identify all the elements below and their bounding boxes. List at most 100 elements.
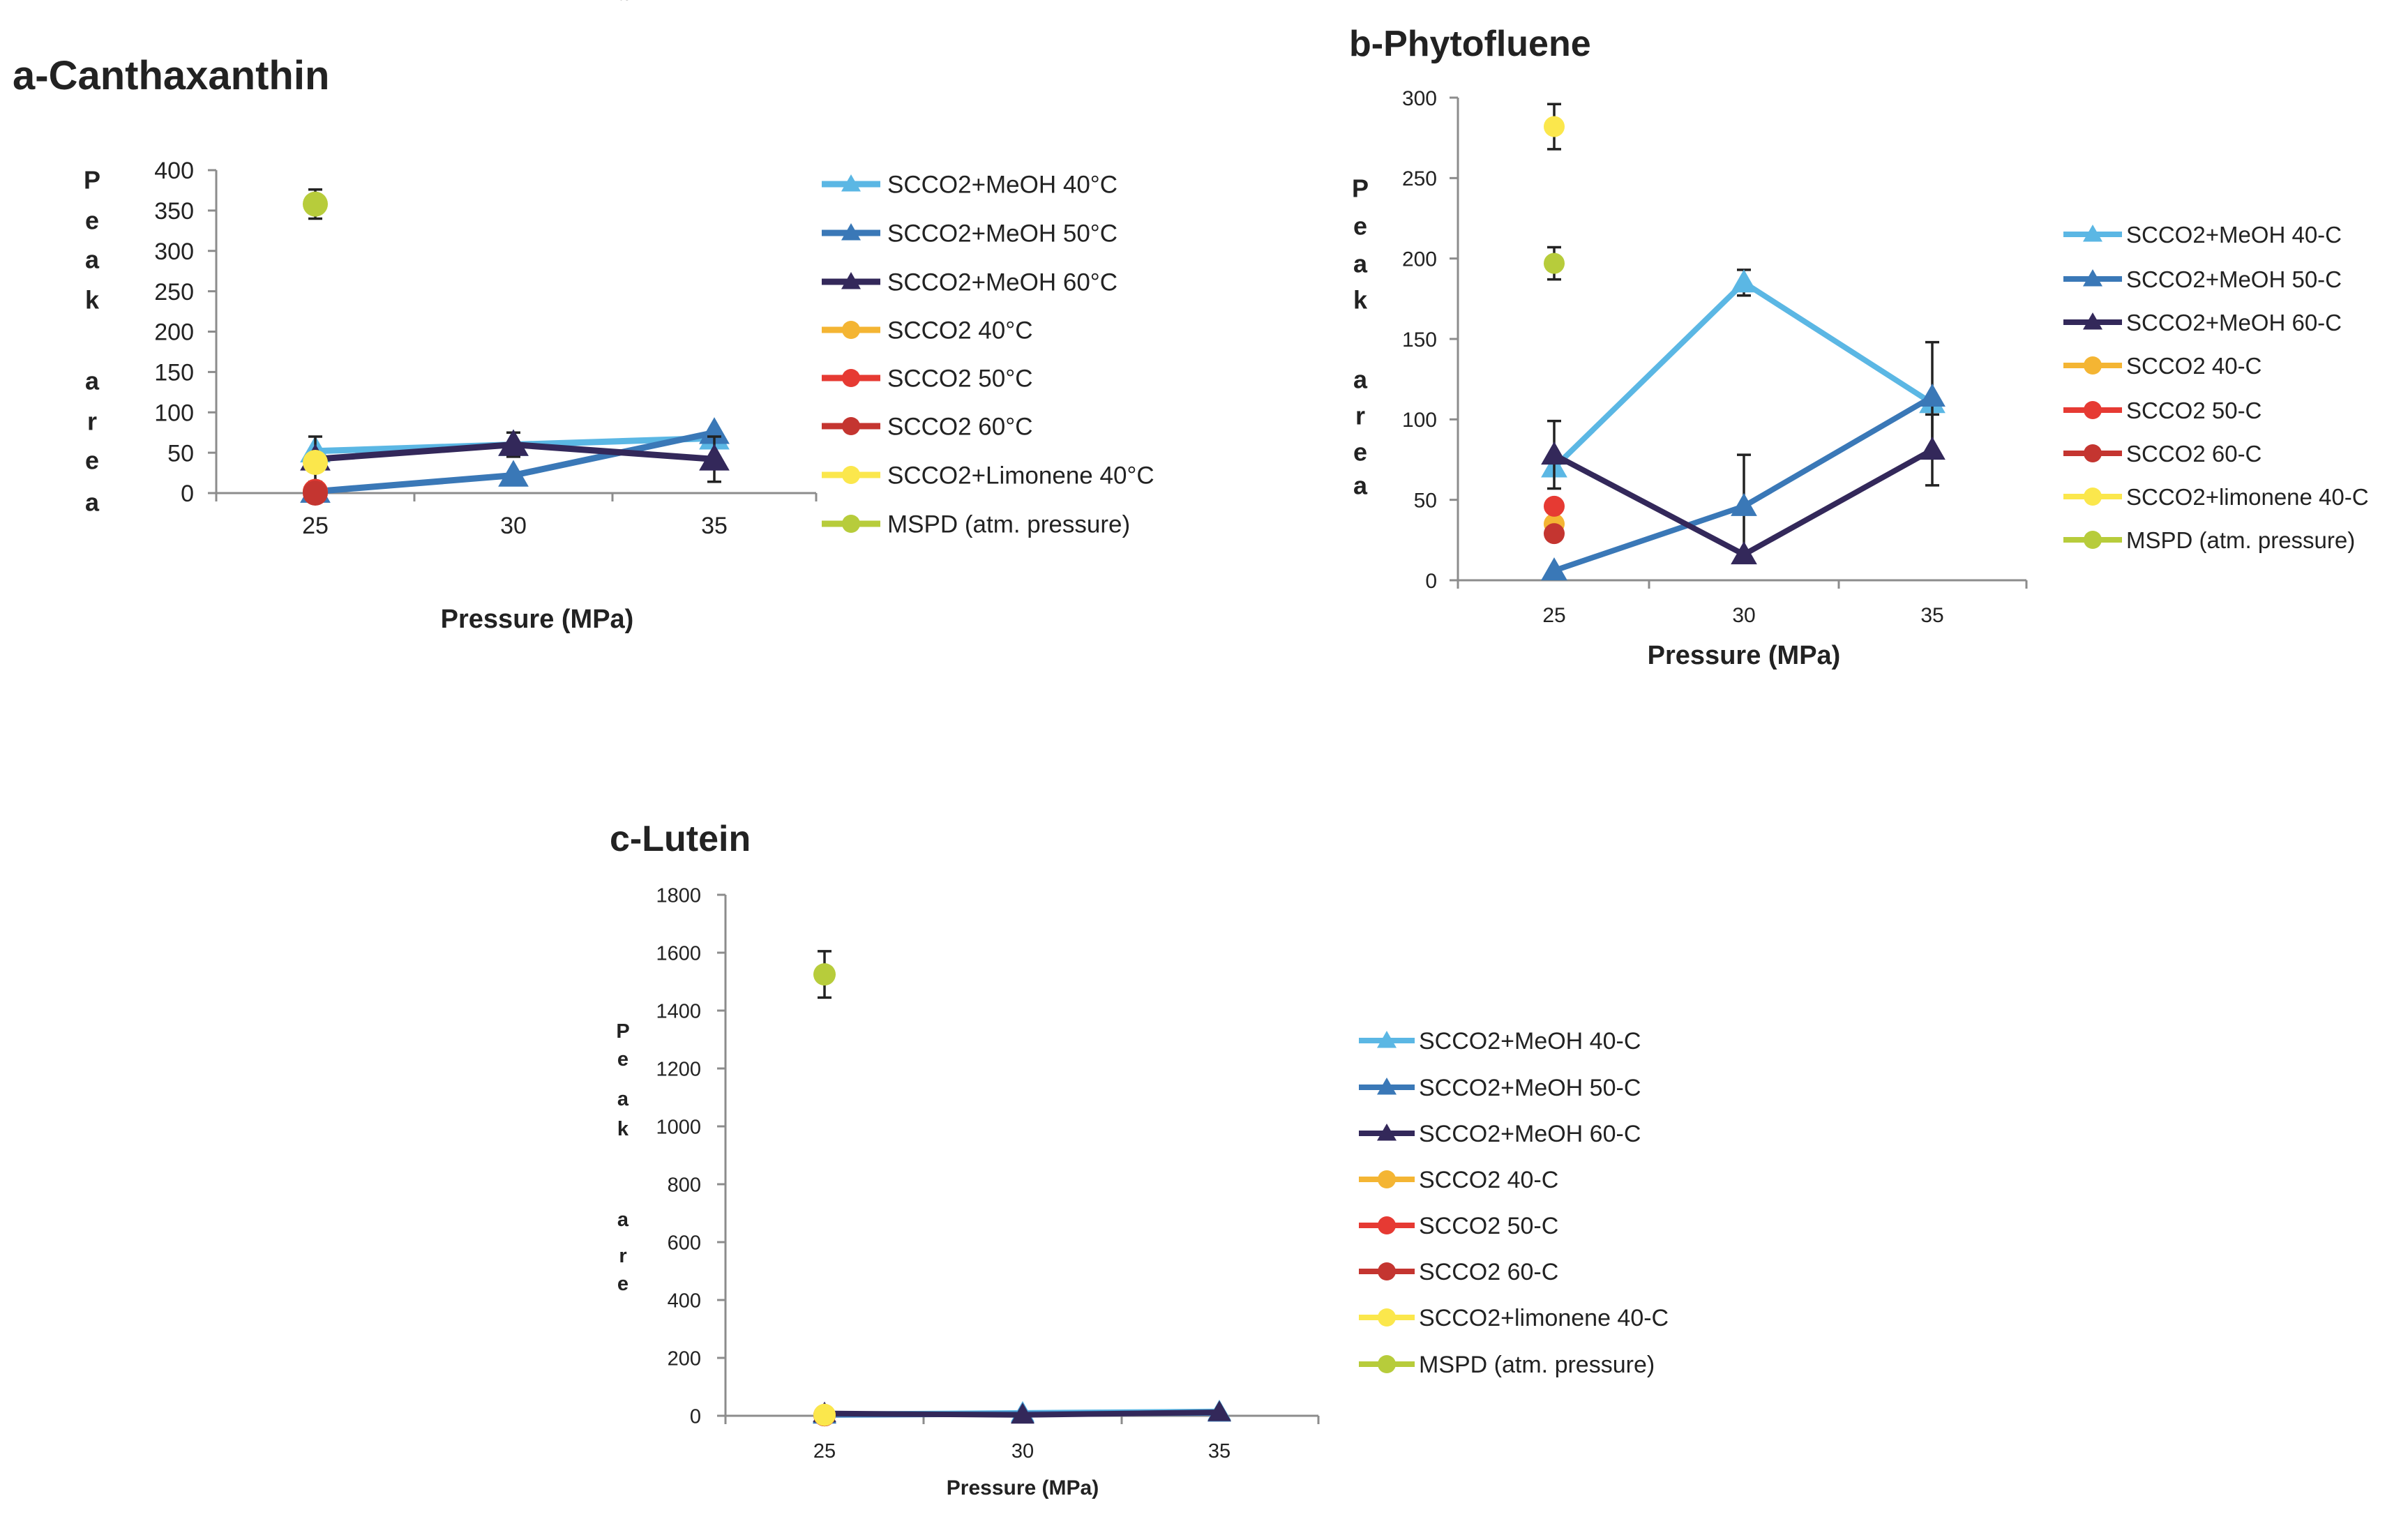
legend-marker xyxy=(1378,1216,1396,1234)
legend-marker xyxy=(1377,1078,1397,1095)
data-point xyxy=(303,481,328,506)
legend-marker xyxy=(2084,488,2102,506)
series-mspd xyxy=(813,950,836,999)
data-point xyxy=(303,450,328,476)
y-tick-label: 350 xyxy=(154,198,194,225)
legend-label: MSPD (atm. pressure) xyxy=(887,511,1130,538)
y-axis-label-char: e xyxy=(1353,438,1367,467)
series-meoh40 xyxy=(1541,269,1946,478)
legend-item: SCCO2 60-C xyxy=(2063,441,2262,467)
legend-marker xyxy=(842,466,860,484)
series-mspd xyxy=(303,188,328,220)
data-point xyxy=(1919,384,1946,407)
y-tick-label: 300 xyxy=(1402,87,1437,110)
chart-title: a-Canthaxanthin xyxy=(13,53,329,98)
series-meoh50 xyxy=(1541,340,1946,581)
legend-item: SCCO2+MeOH 50-C xyxy=(1359,1075,1641,1101)
legend-item: SCCO2 60°C xyxy=(822,414,1033,441)
data-point xyxy=(1731,269,1757,293)
series-sc50 xyxy=(1544,495,1565,517)
y-tick-label: 100 xyxy=(154,400,194,426)
legend-item: SCCO2+MeOH 40-C xyxy=(2063,222,2342,248)
series-limonene xyxy=(303,450,328,476)
legend-item: SCCO2 40-C xyxy=(2063,353,2262,379)
legend-marker xyxy=(1377,1031,1397,1048)
chart-title: c-Lutein xyxy=(610,819,751,859)
legend-marker xyxy=(2083,269,2102,287)
data-point xyxy=(1731,541,1757,565)
y-axis-label-char: r xyxy=(87,407,97,436)
legend-marker xyxy=(842,369,860,387)
legend-marker xyxy=(842,515,860,533)
y-tick-label: 1600 xyxy=(656,942,701,965)
y-tick-label: 150 xyxy=(154,360,194,386)
data-point xyxy=(699,444,730,471)
y-axis-label-char: a xyxy=(85,367,100,395)
y-axis-label-char: P xyxy=(84,166,100,195)
y-tick-label: 0 xyxy=(1425,570,1437,593)
legend-item: MSPD (atm. pressure) xyxy=(2063,527,2355,553)
data-point xyxy=(1207,1400,1231,1421)
legend-marker xyxy=(841,174,861,192)
legend-label: SCCO2+limonene 40-C xyxy=(2126,484,2369,510)
data-point xyxy=(498,429,529,456)
y-tick-label: 100 xyxy=(1402,409,1437,432)
legend-marker xyxy=(841,272,861,289)
data-point xyxy=(1544,523,1565,545)
legend-label: SCCO2+MeOH 50-C xyxy=(1419,1075,1641,1101)
y-tick-label: 1400 xyxy=(656,1000,701,1022)
x-tick-label: 35 xyxy=(701,513,728,539)
y-tick-label: 1800 xyxy=(656,884,701,907)
legend-item: SCCO2 60-C xyxy=(1359,1259,1558,1285)
x-tick-label: 35 xyxy=(1208,1440,1231,1463)
y-tick-label: 150 xyxy=(1402,328,1437,352)
y-axis-label-char: r xyxy=(1355,402,1365,430)
y-axis-label-char: e xyxy=(85,206,99,235)
legend-marker xyxy=(1378,1170,1396,1188)
legend-label: SCCO2+MeOH 60-C xyxy=(1419,1121,1641,1147)
series-limonene xyxy=(813,1403,836,1426)
legend-marker xyxy=(2084,531,2102,549)
y-axis-label-char: e xyxy=(617,1273,629,1295)
x-tick-label: 25 xyxy=(1542,604,1565,627)
y-axis-label-char: a xyxy=(617,1088,629,1110)
legend-marker xyxy=(2083,312,2102,330)
x-axis-label: Pressure (MPa) xyxy=(1648,641,1841,670)
legend-label: SCCO2 60°C xyxy=(887,414,1033,441)
y-axis-label-char: k xyxy=(85,286,100,315)
y-axis-label-char: a xyxy=(85,245,100,274)
legend-item: SCCO2 50-C xyxy=(1359,1213,1558,1239)
y-tick-label: 200 xyxy=(154,319,194,346)
legend-item: SCCO2 40-C xyxy=(1359,1167,1558,1193)
y-axis-label-char: P xyxy=(616,1020,629,1043)
series-meoh60 xyxy=(1541,413,1946,565)
y-tick-label: 0 xyxy=(690,1405,701,1428)
y-axis-label-char: a xyxy=(1353,471,1368,500)
legend-label: SCCO2 40-C xyxy=(2126,353,2262,379)
legend-label: SCCO2+MeOH 60°C xyxy=(887,269,1118,296)
x-tick-label: 25 xyxy=(813,1440,836,1463)
legend-marker xyxy=(842,417,860,435)
legend-marker xyxy=(1378,1355,1396,1373)
y-tick-label: 1200 xyxy=(656,1058,701,1080)
legend-label: SCCO2 50-C xyxy=(1419,1213,1558,1239)
series-meoh60 xyxy=(813,1400,1231,1424)
legend-label: SCCO2+MeOH 40°C xyxy=(887,172,1118,199)
data-point xyxy=(1731,492,1757,516)
legend-marker xyxy=(2084,444,2102,462)
x-tick-label: 30 xyxy=(1732,604,1755,627)
y-tick-label: 1000 xyxy=(656,1116,701,1138)
legend-marker xyxy=(841,223,861,241)
y-tick-label: 200 xyxy=(1402,248,1437,271)
legend-label: SCCO2 60-C xyxy=(1419,1259,1558,1285)
x-tick-label: 30 xyxy=(1011,1440,1034,1463)
y-tick-label: 50 xyxy=(1414,489,1437,512)
legend-item: MSPD (atm. pressure) xyxy=(822,511,1130,538)
x-tick-label: 25 xyxy=(302,513,329,539)
legend-label: MSPD (atm. pressure) xyxy=(1419,1352,1655,1378)
series-line xyxy=(1552,280,1934,470)
data-point xyxy=(1541,557,1567,581)
legend-label: SCCO2 50°C xyxy=(887,365,1033,393)
